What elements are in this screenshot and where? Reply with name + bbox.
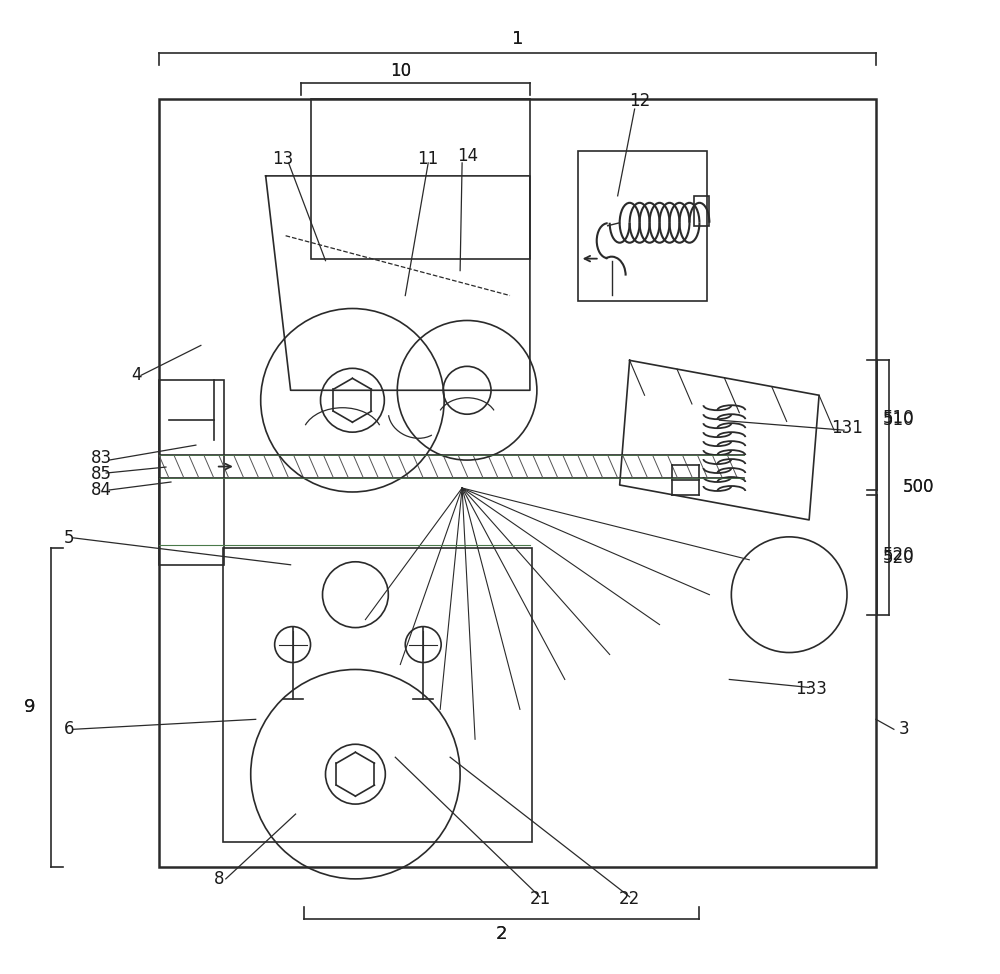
Text: 520: 520 — [883, 545, 915, 564]
Text: 83: 83 — [91, 449, 112, 468]
Text: 14: 14 — [458, 147, 479, 165]
Text: 500: 500 — [903, 478, 935, 496]
Text: 510: 510 — [883, 409, 915, 428]
Bar — [159, 99, 876, 867]
Text: 13: 13 — [272, 150, 293, 168]
Text: 11: 11 — [418, 150, 439, 168]
Text: 5: 5 — [64, 529, 74, 546]
Text: 8: 8 — [214, 870, 224, 888]
Text: 4: 4 — [131, 366, 141, 385]
Text: 22: 22 — [619, 890, 640, 908]
Text: 10: 10 — [390, 62, 411, 80]
Text: 84: 84 — [91, 481, 112, 499]
Text: 1: 1 — [512, 30, 524, 49]
Bar — [159, 380, 224, 565]
Text: 6: 6 — [64, 721, 74, 738]
Bar — [311, 99, 530, 259]
Bar — [578, 151, 707, 301]
Bar — [694, 196, 709, 226]
Text: 3: 3 — [899, 721, 909, 738]
Text: 500: 500 — [903, 478, 935, 496]
Text: 131: 131 — [831, 419, 863, 437]
Text: 2: 2 — [495, 924, 507, 943]
Text: 12: 12 — [629, 93, 650, 110]
Text: 21: 21 — [529, 890, 551, 908]
Text: 133: 133 — [795, 681, 827, 698]
Text: 1: 1 — [512, 30, 524, 49]
Text: 2: 2 — [495, 924, 507, 943]
Text: 10: 10 — [390, 62, 411, 80]
Text: 510: 510 — [883, 411, 915, 430]
Bar — [223, 547, 532, 842]
Text: 520: 520 — [883, 548, 915, 567]
Text: 9: 9 — [24, 698, 35, 716]
Text: 85: 85 — [91, 465, 112, 483]
Text: 9: 9 — [24, 698, 35, 716]
